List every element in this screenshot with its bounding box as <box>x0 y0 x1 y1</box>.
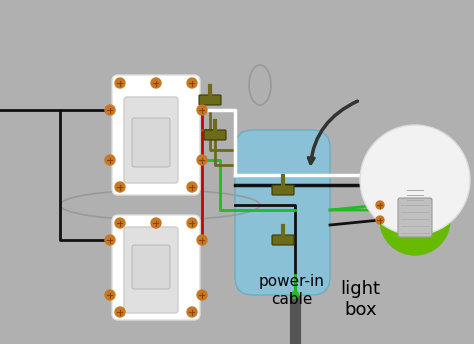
Circle shape <box>187 78 197 88</box>
FancyBboxPatch shape <box>398 198 432 237</box>
Circle shape <box>197 105 207 115</box>
Circle shape <box>105 290 115 300</box>
FancyBboxPatch shape <box>124 97 178 183</box>
Circle shape <box>376 201 384 209</box>
FancyBboxPatch shape <box>112 215 200 320</box>
Circle shape <box>187 218 197 228</box>
Circle shape <box>187 182 197 192</box>
Circle shape <box>115 307 125 317</box>
Circle shape <box>187 307 197 317</box>
Circle shape <box>115 182 125 192</box>
FancyBboxPatch shape <box>272 185 294 195</box>
Circle shape <box>360 125 470 235</box>
Circle shape <box>105 155 115 165</box>
Text: light
box: light box <box>340 280 380 319</box>
FancyBboxPatch shape <box>112 75 200 195</box>
Circle shape <box>197 290 207 300</box>
Circle shape <box>197 155 207 165</box>
FancyBboxPatch shape <box>124 227 178 313</box>
Circle shape <box>380 185 450 255</box>
Circle shape <box>151 218 161 228</box>
FancyBboxPatch shape <box>199 95 221 105</box>
FancyBboxPatch shape <box>204 130 226 140</box>
FancyBboxPatch shape <box>235 130 330 295</box>
Circle shape <box>292 291 299 299</box>
Circle shape <box>151 78 161 88</box>
Circle shape <box>105 235 115 245</box>
FancyBboxPatch shape <box>132 245 170 289</box>
Circle shape <box>376 216 384 224</box>
FancyBboxPatch shape <box>132 118 170 167</box>
Circle shape <box>115 78 125 88</box>
Circle shape <box>105 105 115 115</box>
Circle shape <box>197 235 207 245</box>
Text: power-in
cable: power-in cable <box>259 275 324 307</box>
FancyBboxPatch shape <box>272 235 294 245</box>
Circle shape <box>115 218 125 228</box>
